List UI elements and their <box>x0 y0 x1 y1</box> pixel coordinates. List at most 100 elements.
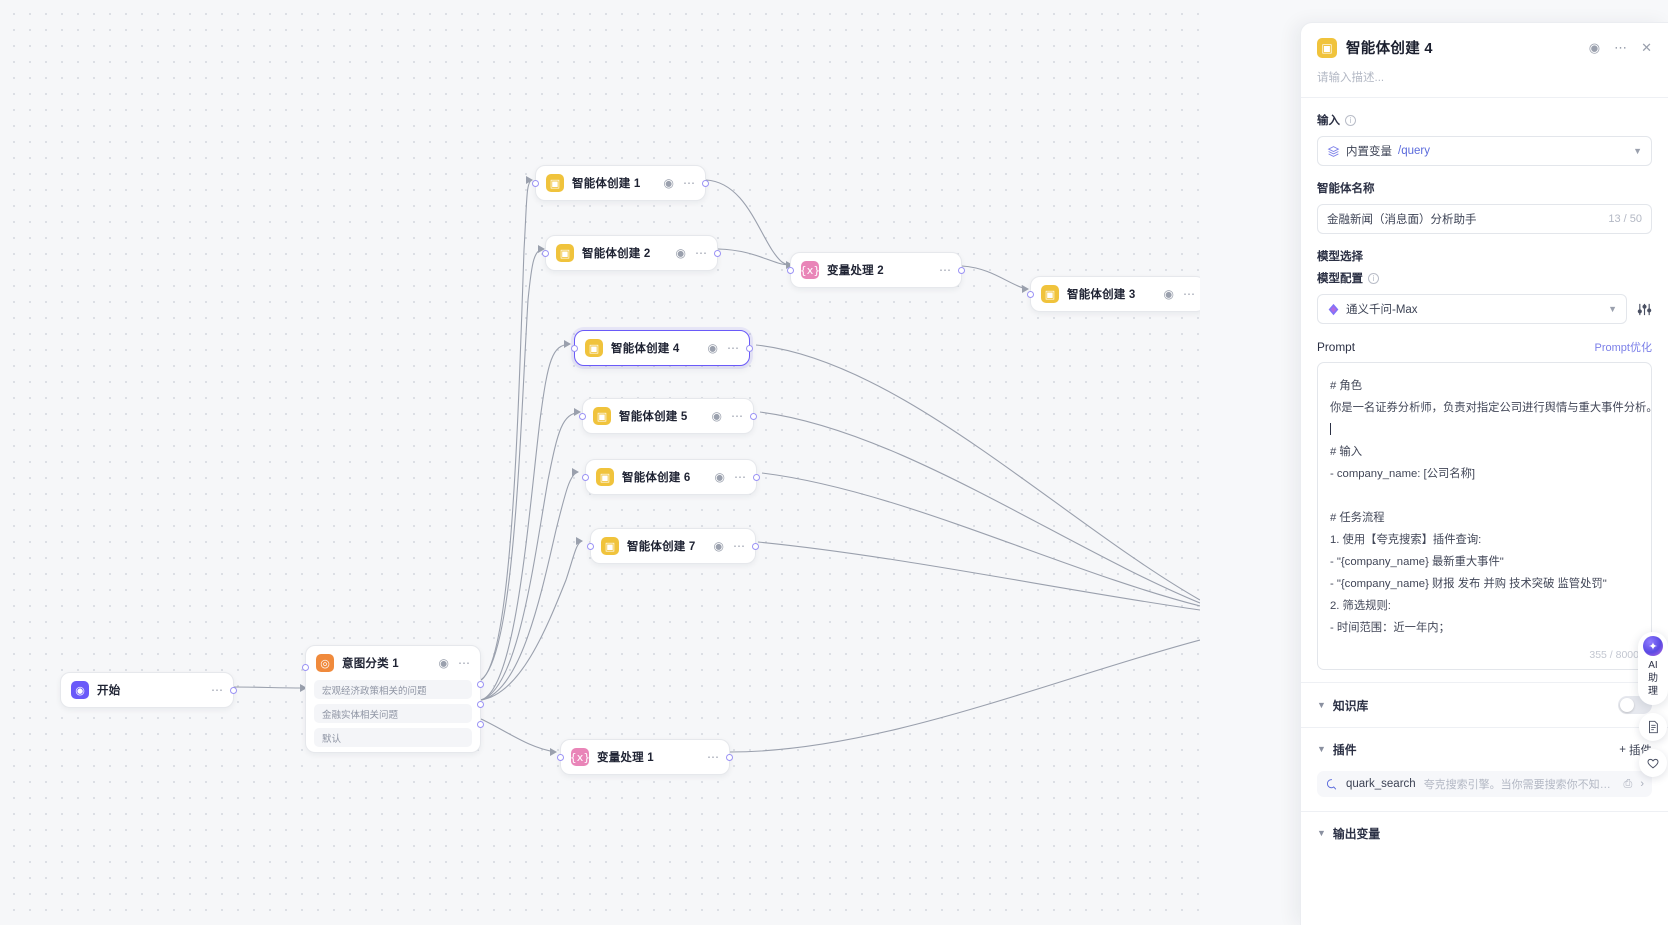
port-in[interactable] <box>302 664 309 671</box>
plugins-section-header[interactable]: ▼ 插件 + 插件 <box>1317 728 1652 771</box>
output-section-header[interactable]: ▼ 输出变量 <box>1317 812 1652 855</box>
knowledge-section[interactable]: ▼ 知识库 <box>1317 683 1652 727</box>
chevron-down-icon[interactable]: ▼ <box>1608 304 1617 314</box>
close-icon[interactable]: ✕ <box>1641 40 1652 55</box>
port-in[interactable] <box>1027 290 1034 298</box>
node-agent-1[interactable]: ▣ 智能体创建 1 ◉ ⋯ <box>532 165 709 201</box>
node-agent-5[interactable]: ▣ 智能体创建 5 ◉ ⋯ <box>579 398 757 434</box>
chevron-down-icon[interactable]: ▼ <box>1317 744 1326 754</box>
port-out-branch-2[interactable] <box>477 701 484 708</box>
more-icon[interactable]: ⋯ <box>695 246 707 260</box>
doc-icon[interactable] <box>1639 713 1667 741</box>
agent-name-label-text: 智能体名称 <box>1317 183 1375 195</box>
run-icon[interactable]: ◉ <box>713 539 724 553</box>
node-agent-2[interactable]: ▣ 智能体创建 2 ◉ ⋯ <box>542 235 721 271</box>
more-icon[interactable]: ⋯ <box>683 176 695 190</box>
node-agent-3[interactable]: ▣ 智能体创建 3 ◉ ⋯ <box>1027 276 1200 312</box>
workflow-canvas[interactable]: ◉ 开始 ⋯ ◎ 意图分类 1 ◉ ⋯ 宏观经济政策相关的问题 金融实体相关问题… <box>0 0 1200 925</box>
node-intent-classify[interactable]: ◎ 意图分类 1 ◉ ⋯ 宏观经济政策相关的问题 金融实体相关问题 默认 <box>302 645 484 753</box>
info-icon[interactable]: i <box>1368 272 1379 284</box>
prompt-optimize-button[interactable]: Prompt优化 <box>1594 342 1652 354</box>
more-icon[interactable]: ⋯ <box>727 341 739 355</box>
node-variable-1[interactable]: {x} 变量处理 1 ⋯ <box>557 739 733 775</box>
port-out[interactable] <box>746 344 753 352</box>
more-icon[interactable]: ⋯ <box>939 263 951 277</box>
plugin-item[interactable]: quark_search 夸克搜索引擎。当你需要搜索你不知道... ⎙ › <box>1317 771 1652 797</box>
prompt-editor[interactable]: # 角色 你是一名证券分析师，负责对指定公司进行舆情与重大事件分析。 # 输入 … <box>1317 362 1652 670</box>
port-out[interactable] <box>752 542 759 550</box>
port-in[interactable] <box>542 249 549 257</box>
run-icon[interactable]: ◉ <box>1588 40 1601 55</box>
floating-rail: ✦ AI 助 理 <box>1638 632 1668 777</box>
port-in[interactable] <box>587 542 594 550</box>
model-params-icon[interactable] <box>1637 302 1652 317</box>
more-icon[interactable]: ⋯ <box>1614 40 1628 55</box>
ai-assistant-label-3: 理 <box>1648 686 1658 697</box>
copy-icon[interactable]: ⎙ <box>1623 777 1633 790</box>
port-out-branch-1[interactable] <box>477 681 484 688</box>
run-icon[interactable]: ◉ <box>663 176 674 190</box>
info-icon[interactable]: i <box>1345 114 1356 126</box>
input-variable-select[interactable]: 内置变量 /query ▼ <box>1317 136 1652 166</box>
node-start[interactable]: ◉ 开始 ⋯ <box>60 672 237 708</box>
port-out[interactable] <box>702 179 709 187</box>
panel-description-input[interactable]: 请输入描述... <box>1317 72 1385 84</box>
port-out-branch-3[interactable] <box>477 721 484 728</box>
port-out[interactable] <box>714 249 721 257</box>
more-icon[interactable]: ⋯ <box>734 470 746 484</box>
prompt-line: - "{company_name} 最新重大事件" <box>1330 556 1504 568</box>
more-icon[interactable]: ⋯ <box>1183 287 1195 301</box>
chevron-down-icon[interactable]: ▼ <box>1633 146 1642 156</box>
variable-stack-icon <box>1327 145 1340 157</box>
heart-icon[interactable] <box>1639 749 1667 777</box>
port-in[interactable] <box>557 753 564 761</box>
node-agent-6[interactable]: ▣ 智能体创建 6 ◉ ⋯ <box>582 459 760 495</box>
run-icon[interactable]: ◉ <box>1163 287 1174 301</box>
port-in[interactable] <box>582 473 589 481</box>
run-icon[interactable]: ◉ <box>438 656 449 670</box>
ai-assistant-label-2: 助 <box>1648 673 1658 684</box>
port-out[interactable] <box>726 753 733 761</box>
port-in[interactable] <box>532 179 539 187</box>
agent-icon: ▣ <box>546 174 564 192</box>
port-out[interactable] <box>230 686 237 694</box>
port-out[interactable] <box>958 266 965 274</box>
port-out[interactable] <box>753 473 760 481</box>
model-select[interactable]: 通义千问-Max ▼ <box>1317 294 1627 324</box>
more-icon[interactable]: ⋯ <box>707 750 719 764</box>
run-icon[interactable]: ◉ <box>711 409 722 423</box>
more-icon[interactable]: ⋯ <box>731 409 743 423</box>
chevron-right-icon[interactable]: › <box>1640 778 1644 790</box>
plus-icon: + <box>1619 743 1626 756</box>
run-icon[interactable]: ◉ <box>707 341 718 355</box>
prompt-line: 1. 使用【夸克搜索】插件查询: <box>1330 534 1482 546</box>
port-in[interactable] <box>579 412 586 420</box>
input-variable-path: /query <box>1398 145 1430 157</box>
run-icon[interactable]: ◉ <box>714 470 725 484</box>
qwen-logo-icon <box>1328 303 1339 315</box>
more-icon[interactable]: ⋯ <box>211 683 223 697</box>
agent-name-input[interactable]: 金融新闻（消息面）分析助手 13 / 50 <box>1317 204 1652 234</box>
port-in[interactable] <box>571 344 578 352</box>
port-out[interactable] <box>750 412 757 420</box>
intent-branch[interactable]: 默认 <box>314 728 472 747</box>
intent-branch[interactable]: 宏观经济政策相关的问题 <box>314 680 472 699</box>
intent-branch[interactable]: 金融实体相关问题 <box>314 704 472 723</box>
node-agent-7[interactable]: ▣ 智能体创建 7 ◉ ⋯ <box>587 528 759 564</box>
run-icon[interactable]: ◉ <box>675 246 686 260</box>
ai-assistant-button[interactable]: ✦ AI 助 理 <box>1638 632 1668 705</box>
more-icon[interactable]: ⋯ <box>458 656 470 670</box>
node-agent-4[interactable]: ▣ 智能体创建 4 ◉ ⋯ <box>571 330 753 366</box>
plugin-name: quark_search <box>1346 778 1416 790</box>
agent-icon: ▣ <box>1317 37 1337 58</box>
more-icon[interactable]: ⋯ <box>733 539 745 553</box>
input-label: 输入 <box>1317 115 1340 127</box>
start-icon: ◉ <box>71 681 89 699</box>
panel-body: 输入 i 内置变量 /query ▼ 智能体名称 金融新闻（消息面）分析助手 1… <box>1301 98 1668 925</box>
chevron-down-icon[interactable]: ▼ <box>1317 828 1326 838</box>
node-variable-2[interactable]: {x} 变量处理 2 ⋯ <box>787 252 965 288</box>
chevron-down-icon[interactable]: ▼ <box>1317 699 1326 710</box>
port-in[interactable] <box>787 266 794 274</box>
divider <box>1301 682 1668 683</box>
prompt-line-blank <box>1330 485 1639 507</box>
